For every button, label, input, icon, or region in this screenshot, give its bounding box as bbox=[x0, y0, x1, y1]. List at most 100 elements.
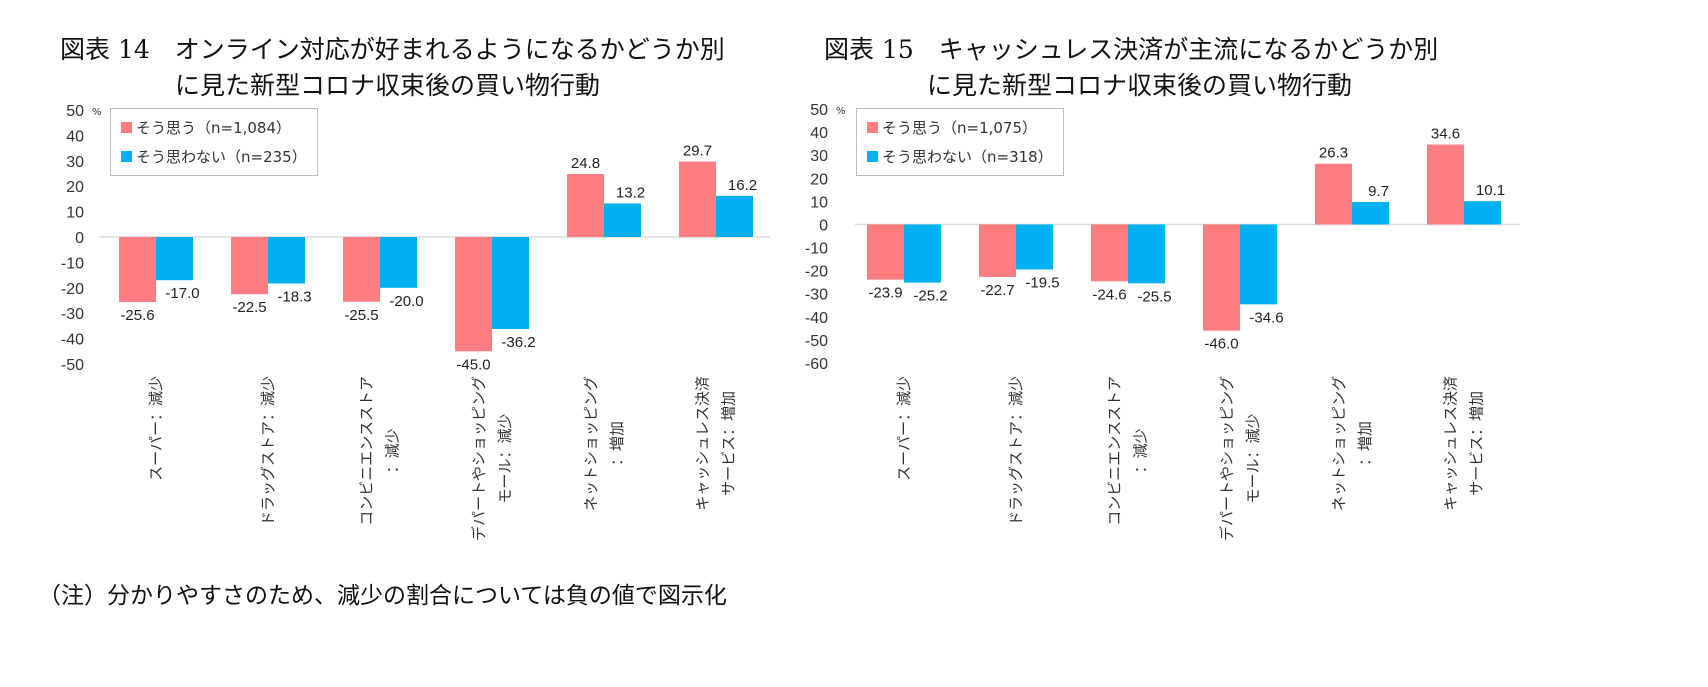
bar-disagree bbox=[716, 195, 753, 237]
category-label-line: コンビニエンスストア bbox=[358, 376, 376, 526]
data-label: -25.5 bbox=[1137, 288, 1171, 305]
category-label-text: デパートやショッピング モール：減少 bbox=[1214, 376, 1266, 541]
chart-14-title-line2: に見た新型コロナ収束後の買い物行動 bbox=[175, 71, 601, 100]
bar-agree bbox=[1427, 144, 1464, 225]
category-label-line: ：増加 bbox=[1356, 421, 1374, 467]
category-label-text: キャッシュレス決済 サービス：増加 bbox=[1438, 376, 1490, 511]
bar-disagree bbox=[1352, 202, 1389, 225]
y-tick-label: -10 bbox=[805, 241, 828, 258]
data-label: -23.9 bbox=[868, 285, 902, 302]
legend-label: そう思う（n=1,075） bbox=[882, 119, 1038, 137]
category-label-line: キャッシュレス決済 bbox=[1442, 376, 1460, 511]
category-label-line: コンビニエンスストア bbox=[1106, 376, 1124, 526]
bar-disagree bbox=[1240, 224, 1277, 305]
y-tick-label: 0 bbox=[819, 217, 828, 234]
data-label: -17.0 bbox=[165, 285, 199, 302]
legend-swatch bbox=[121, 151, 132, 162]
y-tick-label: 50 bbox=[66, 103, 84, 120]
category-label-line: ドラッグストア：減少 bbox=[1007, 376, 1025, 527]
bar-agree bbox=[1203, 224, 1240, 331]
data-label: -25.5 bbox=[344, 307, 378, 324]
data-label: 29.7 bbox=[683, 143, 712, 160]
category-label-text: スーパー：減少 bbox=[891, 376, 917, 481]
legend-swatch bbox=[867, 151, 878, 162]
y-tick-label: 30 bbox=[66, 154, 84, 171]
data-label: 13.2 bbox=[616, 184, 645, 201]
legend: そう思う（n=1,084） そう思わない（n=235） bbox=[110, 108, 318, 176]
data-label: 34.6 bbox=[1431, 126, 1460, 143]
category-label-line: スーパー：減少 bbox=[895, 376, 913, 481]
category-label-line: デパートやショッピング bbox=[1218, 376, 1236, 542]
data-label: -25.6 bbox=[120, 307, 154, 324]
category-label-line: サービス：増加 bbox=[720, 390, 738, 496]
category-label-text: ネットショッピング ：増加 bbox=[578, 376, 630, 511]
y-tick-label: 0 bbox=[75, 230, 84, 247]
y-unit-label: % bbox=[92, 107, 102, 118]
data-label: -20.0 bbox=[389, 293, 423, 310]
bar-agree bbox=[231, 237, 268, 295]
chart-14-title-line1: 図表 14 オンライン対応が好まれるようになるかどうか別 bbox=[60, 35, 725, 64]
data-label: 10.1 bbox=[1476, 182, 1505, 199]
y-tick-label: -20 bbox=[805, 264, 828, 281]
y-tick-label: -40 bbox=[805, 310, 828, 327]
footnote: （注）分かりやすさのため、減少の割合については負の値で図示化 bbox=[38, 583, 727, 609]
y-tick-label: 10 bbox=[810, 194, 828, 211]
y-unit-label: % bbox=[836, 106, 846, 117]
bar-disagree bbox=[380, 237, 417, 288]
data-label: 26.3 bbox=[1319, 145, 1348, 162]
category-label-text: ネットショッピング ：増加 bbox=[1326, 376, 1378, 511]
category-label-text: デパートやショッピング モール：減少 bbox=[466, 376, 518, 541]
data-label: -25.2 bbox=[913, 288, 947, 305]
bar-disagree bbox=[1464, 201, 1501, 225]
bar-disagree bbox=[904, 224, 941, 283]
data-label: -34.6 bbox=[1249, 309, 1283, 326]
y-tick-label: -10 bbox=[61, 255, 84, 272]
data-label: -19.5 bbox=[1025, 274, 1059, 291]
legend-item: そう思わない（n=235） bbox=[121, 142, 307, 171]
category-label-text: ドラッグストア：減少 bbox=[255, 376, 281, 526]
bar-agree bbox=[979, 224, 1016, 277]
category-label-line: ドラッグストア：減少 bbox=[259, 376, 277, 527]
y-tick-label: -30 bbox=[61, 306, 84, 323]
bar-disagree bbox=[1016, 224, 1053, 270]
legend-label: そう思う（n=1,084） bbox=[136, 119, 292, 137]
y-tick-label: -20 bbox=[61, 281, 84, 298]
category-label-line: モール：減少 bbox=[1244, 413, 1262, 504]
category-label-text: キャッシュレス決済 サービス：増加 bbox=[690, 376, 742, 511]
bar-disagree bbox=[156, 237, 193, 281]
data-label: 24.8 bbox=[571, 155, 600, 172]
y-tick-label: 20 bbox=[66, 179, 84, 196]
data-label: 9.7 bbox=[1368, 183, 1389, 200]
y-tick-label: -50 bbox=[805, 333, 828, 350]
data-label: -46.0 bbox=[1204, 336, 1238, 353]
legend-label: そう思わない（n=235） bbox=[136, 148, 307, 166]
data-label: -18.3 bbox=[277, 288, 311, 305]
y-tick-label: 40 bbox=[66, 128, 84, 145]
bar-agree bbox=[343, 237, 380, 302]
bar-agree bbox=[119, 237, 156, 303]
category-label-line: デパートやショッピング bbox=[470, 376, 488, 542]
y-tick-label: -60 bbox=[805, 356, 828, 373]
category-label-text: コンビニエンスストア ：減少 bbox=[354, 376, 406, 526]
data-label: -22.7 bbox=[980, 282, 1014, 299]
bar-agree bbox=[1315, 163, 1352, 225]
legend-item: そう思う（n=1,084） bbox=[121, 113, 307, 142]
y-tick-label: 20 bbox=[810, 171, 828, 188]
y-tick-label: 30 bbox=[810, 148, 828, 165]
y-tick-label: -40 bbox=[61, 332, 84, 349]
y-tick-label: 50 bbox=[810, 102, 828, 119]
y-tick-label: -50 bbox=[61, 357, 84, 374]
chart-15-title-line1: 図表 15 キャッシュレス決済が主流になるかどうか別 bbox=[824, 35, 1439, 64]
chart-15-title-line2: に見た新型コロナ収束後の買い物行動 bbox=[927, 71, 1353, 100]
bar-agree bbox=[1091, 224, 1128, 282]
data-label: -24.6 bbox=[1092, 286, 1126, 303]
category-label-line: モール：減少 bbox=[496, 413, 514, 504]
legend: そう思う（n=1,075） そう思わない（n=318） bbox=[856, 108, 1064, 176]
category-label-text: スーパー：減少 bbox=[143, 376, 169, 481]
category-label-line: ：増加 bbox=[608, 421, 626, 467]
bar-disagree bbox=[268, 237, 305, 284]
bar-agree bbox=[455, 237, 492, 352]
bar-agree bbox=[567, 174, 604, 237]
category-label-line: スーパー：減少 bbox=[147, 376, 165, 481]
